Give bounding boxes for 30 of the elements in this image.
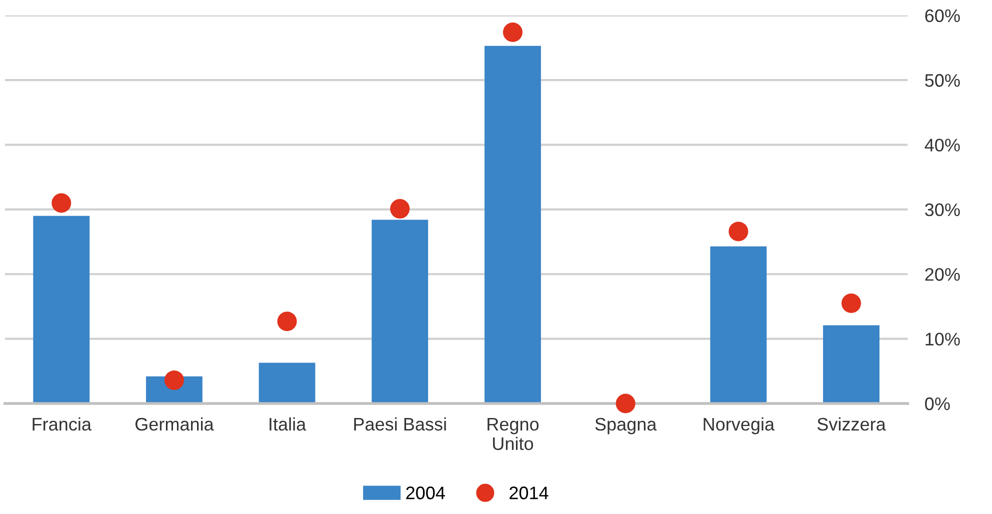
x-tick-label: Francia — [32, 417, 92, 431]
x-tick-label: Svizzera — [817, 417, 886, 431]
legend-label: 2014 — [510, 486, 548, 500]
x-tick-label: Germania — [135, 417, 214, 431]
bar — [484, 46, 541, 404]
y-tick-label: 10% — [926, 332, 960, 346]
bar — [258, 362, 316, 404]
y-tick-label: 50% — [925, 74, 960, 87]
x-tick-label: Paesi Bassi — [354, 417, 446, 431]
y-tick-label: 30% — [925, 203, 960, 216]
x-tick-label: Norvegia — [704, 417, 775, 434]
point — [277, 312, 297, 332]
point — [728, 222, 748, 242]
y-tick-label: 40% — [924, 138, 960, 152]
bar — [372, 220, 428, 404]
point — [502, 22, 522, 42]
point — [616, 394, 636, 414]
bar — [33, 216, 90, 404]
point — [390, 199, 410, 219]
x-tick-label: Italia — [270, 417, 306, 431]
legend-label: 2004 — [406, 486, 445, 500]
x-tick-label: Spagna — [595, 418, 657, 434]
point — [842, 293, 862, 313]
bar — [710, 246, 767, 404]
y-tick-label: 60% — [925, 9, 960, 22]
y-tick-label: 20% — [925, 268, 960, 281]
point — [52, 193, 72, 213]
bar — [823, 325, 880, 404]
y-tick-label: 0% — [925, 397, 950, 410]
x-tick-label: Regno Unito — [488, 418, 539, 450]
